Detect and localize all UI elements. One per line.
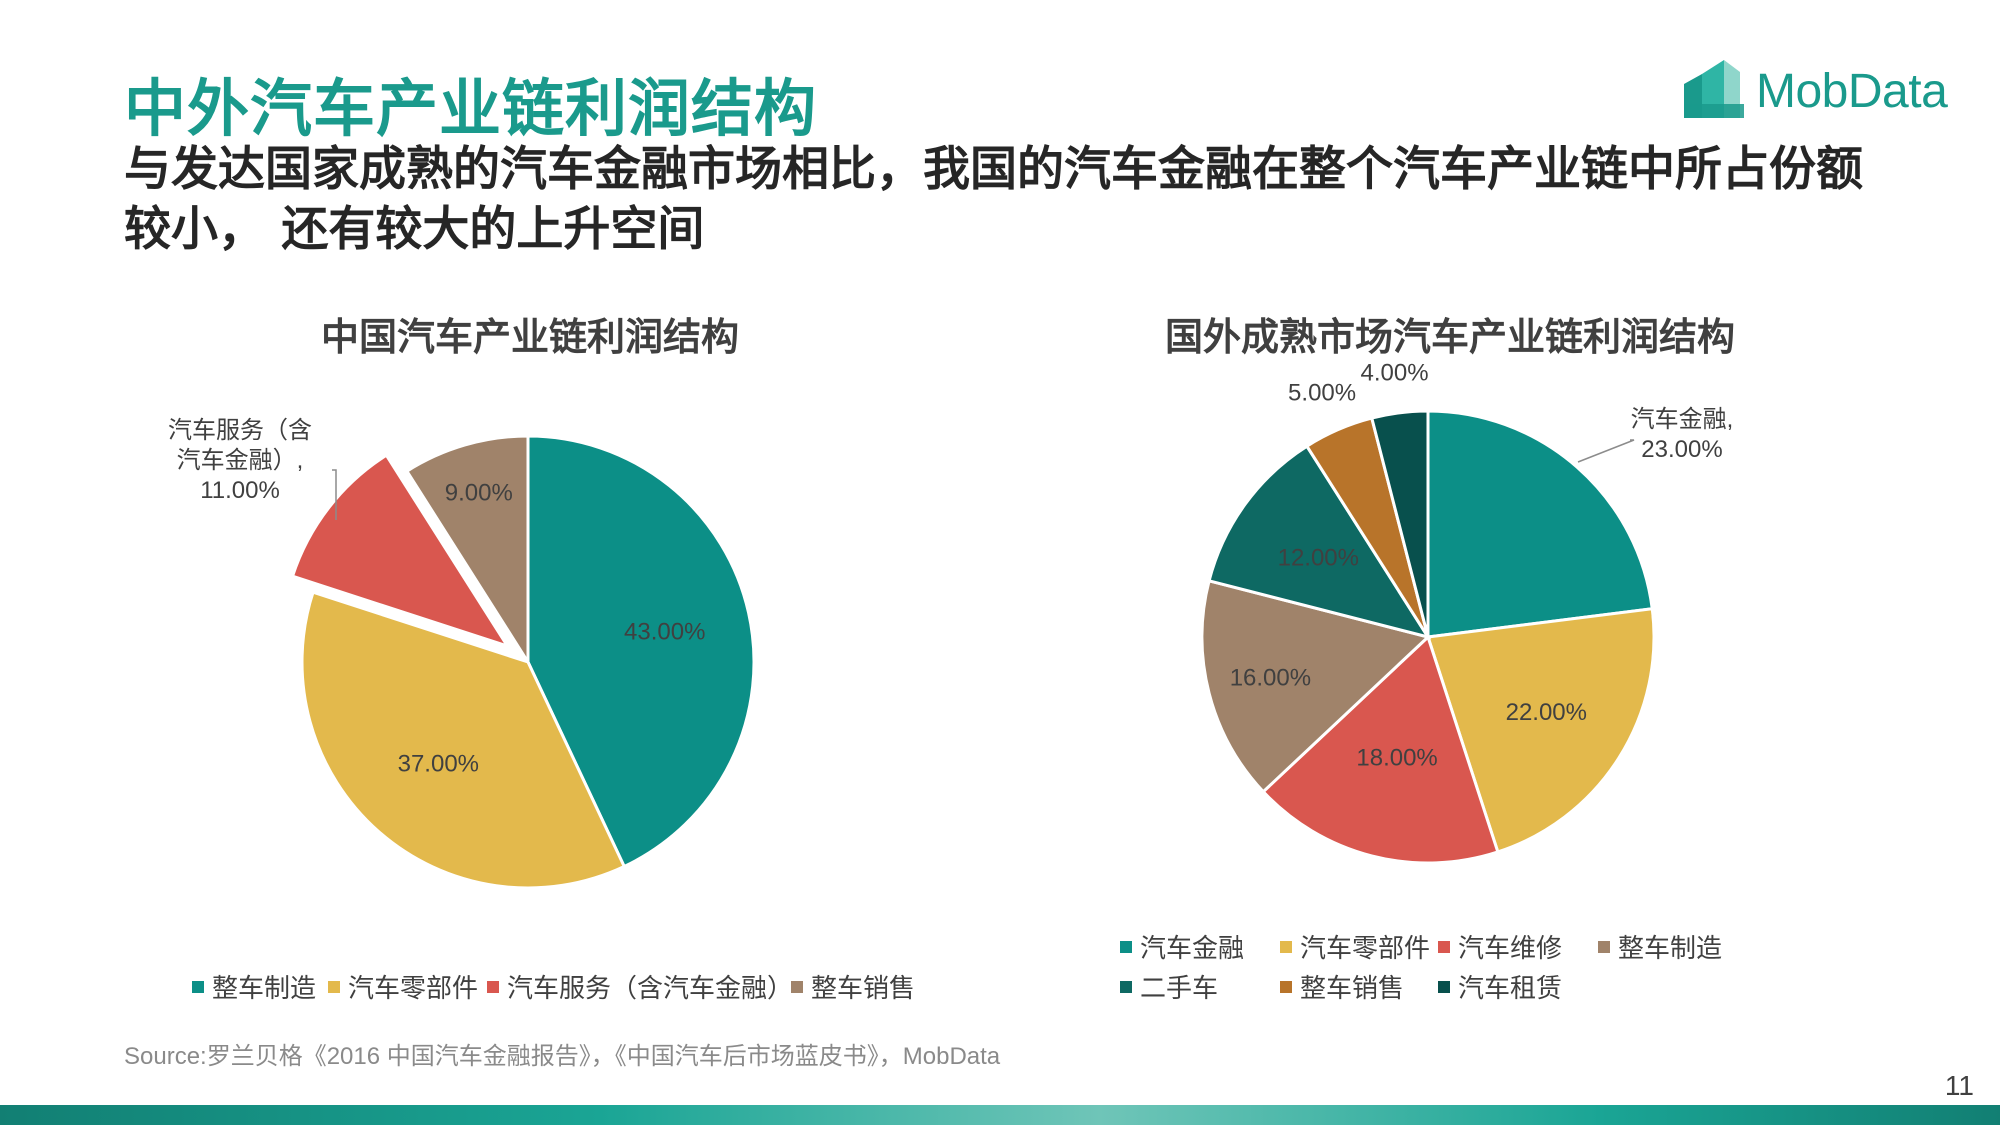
legend-label: 二手车 xyxy=(1140,974,1218,1004)
legend-item-3: 整车制造 xyxy=(1598,928,1722,965)
pie-1-callout-line-0: 汽车金融, xyxy=(1631,406,1734,433)
source-note: Source:罗兰贝格《2016 中国汽车金融报告》，《中国汽车后市场蓝皮书》，… xyxy=(124,1036,1000,1071)
pie-0-label-整车销售: 9.00% xyxy=(445,480,513,507)
legend-label: 汽车服务（含汽车金融） xyxy=(507,974,793,1004)
pie-chart-0: 43.00% 37.00% 9.00% 汽车服务（含汽车金融）, 11.00% xyxy=(168,417,754,888)
pie-1-label-整车制造: 16.00% xyxy=(1230,664,1311,691)
pie-chart-1: 22.00% 18.00% 16.00% 12.00% 5.00%4.00% 汽车金融, 2… xyxy=(1202,359,1733,863)
bottom-decor-band xyxy=(0,1105,2000,1125)
legend-swatch xyxy=(192,981,204,993)
legend-swatch xyxy=(1280,941,1292,953)
legend-swatch xyxy=(487,981,499,993)
legend-item-0: 汽车金融 xyxy=(1120,928,1244,965)
legend-label: 汽车金融 xyxy=(1140,934,1244,964)
pie-0-callout-line-2: 11.00% xyxy=(200,477,280,504)
pie-0-label-汽车零部件: 37.00% xyxy=(398,751,479,778)
legend-item-5: 整车销售 xyxy=(1280,968,1404,1005)
legend-item-6: 汽车租赁 xyxy=(1438,968,1562,1005)
legend-label: 整车销售 xyxy=(1300,974,1404,1004)
legend-item-2: 汽车服务（含汽车金融） xyxy=(487,968,793,1005)
legend-swatch xyxy=(1120,941,1132,953)
legend-label: 整车制造 xyxy=(212,974,316,1004)
pie-1-label-整车销售: 5.00% xyxy=(1288,379,1356,406)
pie-0-label-整车制造: 43.00% xyxy=(624,618,705,645)
pie-0-callout-line-1: 汽车金融）, xyxy=(177,447,304,474)
legend-item-0: 整车制造 xyxy=(192,968,316,1005)
pie-0-callout-line-0: 汽车服务（含 xyxy=(168,417,312,444)
pie-1-label-汽车维修: 18.00% xyxy=(1356,744,1437,771)
legend-label: 汽车租赁 xyxy=(1458,974,1562,1004)
pie-1-label-汽车零部件: 22.00% xyxy=(1506,699,1587,726)
legend-swatch xyxy=(328,981,340,993)
legend-swatch xyxy=(1120,981,1132,993)
legend-swatch xyxy=(1438,941,1450,953)
legend-label: 汽车零部件 xyxy=(348,974,478,1004)
legend-label: 整车制造 xyxy=(1618,934,1722,964)
legend-swatch xyxy=(1438,981,1450,993)
legend-swatch xyxy=(1280,981,1292,993)
legend-item-1: 汽车零部件 xyxy=(328,968,478,1005)
legend-item-4: 二手车 xyxy=(1120,968,1218,1005)
legend-swatch xyxy=(1598,941,1610,953)
legend-label: 汽车零部件 xyxy=(1300,934,1430,964)
pie-1-callout-line xyxy=(1578,440,1634,462)
pie-1-label-汽车租赁: 4.00% xyxy=(1361,359,1429,386)
pie-1-slice-汽车金融 xyxy=(1428,411,1652,637)
legend-label: 汽车维修 xyxy=(1458,934,1562,964)
legend-swatch xyxy=(791,981,803,993)
pie-1-callout-line-1: 23.00% xyxy=(1641,436,1722,463)
legend-label: 整车销售 xyxy=(811,974,915,1004)
page-number: 11 xyxy=(1945,1070,1974,1102)
legend-item-2: 汽车维修 xyxy=(1438,928,1562,965)
pie-1-label-二手车: 12.00% xyxy=(1278,544,1359,571)
legend-item-3: 整车销售 xyxy=(791,968,915,1005)
legend-item-1: 汽车零部件 xyxy=(1280,928,1430,965)
